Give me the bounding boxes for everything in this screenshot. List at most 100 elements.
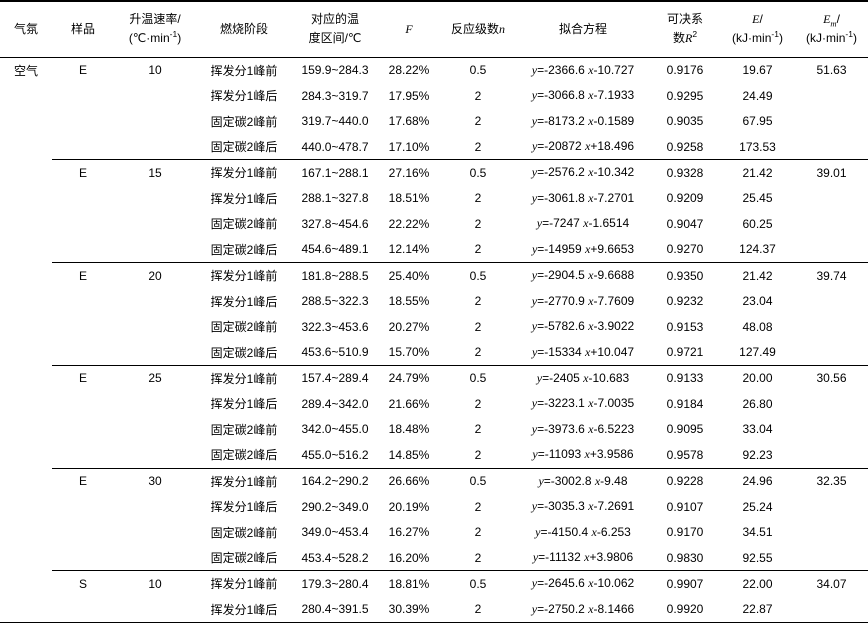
em-cell: 39.01	[795, 159, 868, 186]
e-cell: 21.42	[720, 262, 795, 289]
table-row: 挥发分1峰后 289.4~342.0 21.66% 2 y=-3223.1 x-7.00…	[0, 391, 868, 417]
em-cell: 34.07	[795, 570, 868, 597]
n-cell: 2	[474, 499, 482, 514]
header-label: 反应级数n	[450, 21, 505, 36]
stage-cell: 挥发分1峰前	[210, 63, 278, 78]
header-label: 可决系	[666, 12, 703, 27]
f-cell: 18.81%	[378, 570, 440, 597]
rate-cell	[114, 108, 196, 134]
atmosphere-cell	[0, 571, 52, 597]
e-cell: 127.49	[739, 345, 776, 360]
col-header-temp-range: 对应的温 度区间/℃	[292, 1, 378, 58]
f-cell: 26.66%	[378, 467, 440, 494]
temp-range-cell: 164.2~290.2	[292, 467, 378, 494]
r2-cell: 0.9350	[650, 262, 720, 289]
header-unit: (℃·min-1)	[128, 29, 182, 46]
rate-cell	[114, 314, 196, 340]
r2-cell: 0.9095	[666, 422, 704, 437]
temp-range-cell: 453.6~510.9	[301, 345, 369, 360]
equation-cell: y=-3002.8 x-9.48	[516, 467, 650, 494]
n-cell: 2	[474, 422, 482, 437]
n-cell: 2	[474, 88, 482, 103]
equation-cell: y=-15334 x+10.047	[531, 344, 635, 359]
sample-cell	[52, 494, 114, 520]
em-cell	[795, 417, 868, 443]
temp-range-cell: 342.0~455.0	[301, 422, 369, 437]
e-cell: 60.25	[742, 216, 773, 231]
stage-cell: 固定碳2峰前	[210, 320, 278, 335]
sample-cell	[52, 417, 114, 443]
em-cell: 39.74	[795, 262, 868, 289]
stage-cell: 固定碳2峰后	[210, 242, 278, 257]
equation-cell: y=-2405 x-10.683	[516, 364, 650, 391]
temp-range-cell: 454.6~489.1	[301, 242, 369, 257]
header-label: 气氛	[13, 21, 38, 36]
header-label: E/	[752, 12, 763, 27]
col-header-sample: 样品	[52, 1, 114, 58]
em-cell: 30.56	[795, 364, 868, 391]
table-row: E 30 挥发分1峰前 164.2~290.2 26.66% 0.5 y=-3002.8 x…	[0, 467, 868, 494]
sample-cell: E	[78, 63, 87, 78]
r2-cell: 0.9035	[666, 114, 704, 129]
stage-cell: 固定碳2峰后	[210, 140, 278, 155]
atmosphere-cell	[0, 211, 52, 237]
r2-cell: 0.9176	[666, 63, 704, 78]
atmosphere-cell	[0, 596, 52, 622]
sample-cell	[52, 314, 114, 340]
temp-range-cell: 157.4~289.4	[292, 364, 378, 391]
equation-cell: y=-3061.8 x-7.2701	[531, 190, 635, 205]
sample-cell	[52, 391, 114, 417]
e-cell: 34.51	[742, 525, 773, 540]
em-cell	[795, 185, 868, 211]
e-cell: 22.87	[742, 602, 773, 617]
atmosphere-cell	[0, 494, 52, 520]
table-row: 空气 E 10 挥发分1峰前 159.9~284.3 28.22% 0.5 y=-2366.6…	[0, 57, 868, 83]
stage-cell: 挥发分1峰前	[196, 570, 292, 597]
e-cell: 33.04	[742, 422, 773, 437]
rate-cell	[114, 519, 196, 545]
em-cell	[795, 288, 868, 314]
e-cell: 19.67	[742, 63, 773, 78]
f-cell: 27.16%	[378, 159, 440, 186]
r2-cell: 0.9295	[666, 88, 704, 103]
stage-cell: 固定碳2峰前	[210, 114, 278, 129]
f-cell: 20.27%	[388, 319, 430, 334]
f-cell: 16.20%	[388, 550, 430, 565]
atmosphere-cell	[0, 391, 52, 417]
rate-cell	[114, 211, 196, 237]
em-cell	[795, 314, 868, 340]
stage-cell: 固定碳2峰前	[210, 217, 278, 232]
temp-range-cell: 288.5~322.3	[301, 294, 369, 309]
r2-cell: 0.9578	[666, 447, 704, 462]
header-label: 对应的温	[310, 12, 359, 27]
n-cell: 2	[474, 550, 482, 565]
temp-range-cell: 440.0~478.7	[301, 139, 369, 154]
col-header-e: E/ (kJ·min-1)	[720, 1, 795, 58]
equation-cell: y=-2576.2 x-10.342	[516, 159, 650, 186]
em-cell	[795, 545, 868, 571]
stage-cell: 挥发分1峰后	[210, 500, 278, 515]
equation-cell: y=-7247 x-1.6514	[536, 216, 630, 231]
n-cell: 2	[474, 319, 482, 334]
em-cell	[795, 596, 868, 622]
temp-range-cell: 284.3~319.7	[301, 88, 369, 103]
rate-cell	[114, 417, 196, 443]
rate-cell	[114, 185, 196, 211]
atmosphere-cell	[0, 417, 52, 443]
equation-cell: y=-3973.6 x-6.5223	[531, 421, 635, 436]
temp-range-cell: 288.1~327.8	[301, 191, 369, 206]
e-cell: 48.08	[742, 319, 773, 334]
equation-cell: y=-3066.8 x-7.1933	[531, 88, 635, 103]
n-cell: 0.5	[469, 63, 487, 78]
header-unit: (kJ·min-1)	[732, 29, 783, 46]
e-cell: 24.49	[742, 88, 773, 103]
sample-cell	[52, 519, 114, 545]
atmosphere-cell	[0, 288, 52, 314]
r2-cell: 0.9907	[650, 570, 720, 597]
header-label: F	[405, 21, 413, 36]
header-label: 拟合方程	[558, 21, 607, 36]
atmosphere-cell	[0, 185, 52, 211]
table-row: 固定碳2峰后 454.6~489.1 12.14% 2 y=-14959 x+9.665…	[0, 237, 868, 263]
atmosphere-cell: 空气	[13, 63, 38, 78]
